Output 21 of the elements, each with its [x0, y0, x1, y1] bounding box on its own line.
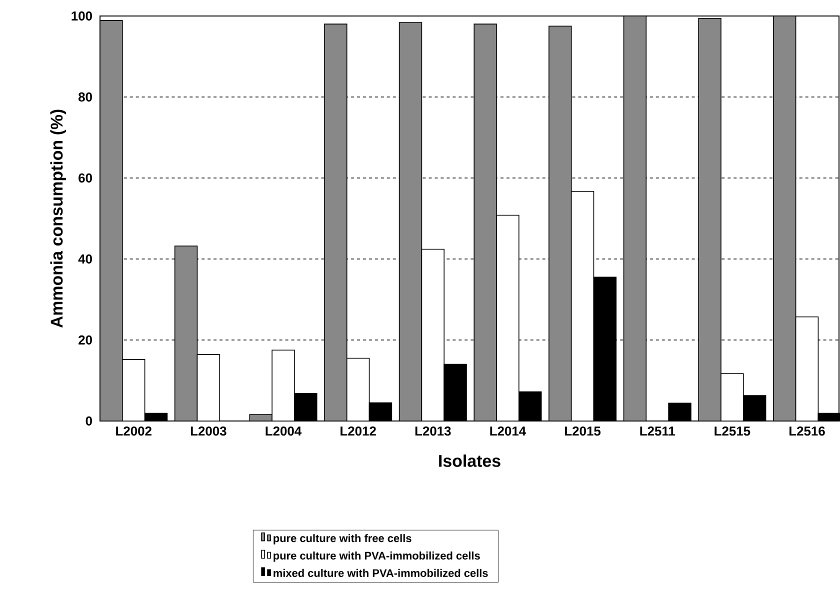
x-tick-label: L2002 — [116, 426, 152, 436]
y-tick-label: 60 — [78, 173, 92, 183]
x-tick-label: L2013 — [415, 426, 451, 436]
y-tick-label: 40 — [78, 254, 92, 264]
x-tick-label: L2515 — [714, 426, 750, 436]
y-axis-title: Ammonia consumption (%) — [50, 110, 66, 328]
y-tick-label: 100 — [72, 11, 92, 21]
x-tick-label: L2004 — [266, 426, 302, 436]
x-tick-label: L2015 — [565, 426, 601, 436]
y-tick-label: 20 — [78, 335, 92, 345]
legend-label: pure culture with PVA-immobilized cells — [274, 552, 480, 562]
x-axis-title: Isolates — [439, 454, 500, 467]
y-tick-label: 80 — [78, 92, 92, 102]
y-tick-label: 0 — [86, 416, 92, 426]
legend-label: mixed culture with PVA-immobilized cells — [274, 568, 488, 577]
x-tick-label: L2516 — [790, 426, 825, 436]
legend-label: pure culture with free cells — [274, 534, 412, 544]
x-tick-label: L2014 — [490, 426, 526, 436]
x-tick-label: L2012 — [340, 426, 376, 436]
x-tick-label: L2003 — [190, 426, 226, 436]
x-tick-label: L2511 — [640, 426, 676, 436]
